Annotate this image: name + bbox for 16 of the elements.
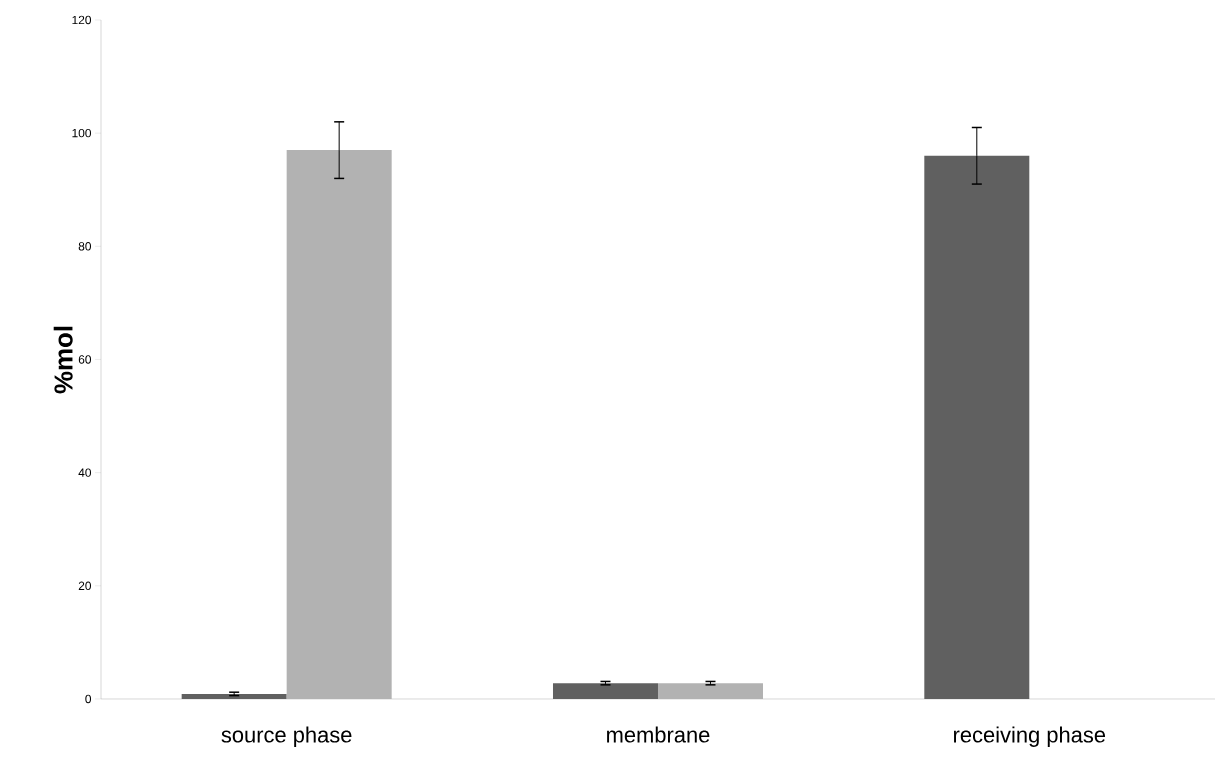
x-tick-label: source phase [221,726,352,747]
x-tick-label: receiving phase [954,726,1106,747]
y-tick-label: 0 [85,694,92,704]
bar [657,683,763,699]
y-tick-label: 100 [72,128,92,138]
x-tick-label: membrane [607,726,710,743]
bar [181,693,287,699]
bar [552,683,658,699]
y-tick-label: 120 [72,15,92,25]
bar [286,150,392,699]
y-tick-label: 20 [78,581,92,591]
y-tick-label: 60 [78,355,92,364]
y-tick-label: 40 [78,468,92,477]
bar [924,155,1030,699]
y-axis-title: %mol [53,326,73,394]
y-tick-label: 80 [78,242,92,251]
